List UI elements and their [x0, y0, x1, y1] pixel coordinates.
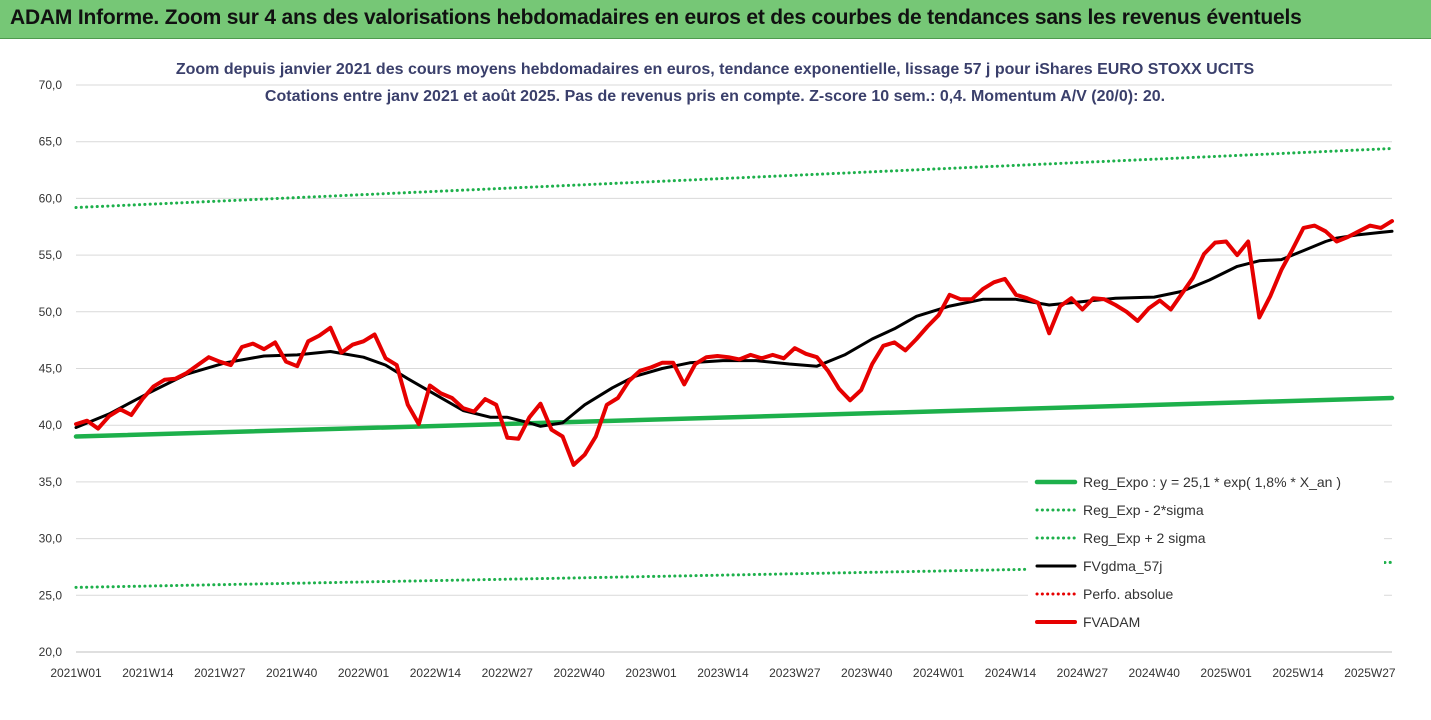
x-tick-label: 2021W27 — [194, 666, 246, 680]
x-tick-label: 2025W27 — [1344, 666, 1396, 680]
x-tick-label: 2025W01 — [1200, 666, 1252, 680]
y-tick-label: 35,0 — [39, 475, 63, 489]
x-tick-label: 2022W01 — [338, 666, 390, 680]
y-tick-label: 65,0 — [39, 135, 63, 149]
x-tick-label: 2023W27 — [769, 666, 821, 680]
line-chart: Zoom depuis janvier 2021 des cours moyen… — [0, 39, 1431, 720]
y-axis-ticks: 20,0 25,0 30,0 35,0 40,0 45,0 50,0 55,0 60,0 65,0… — [39, 78, 63, 659]
legend-label: Reg_Expo : y = 25,1 * exp( 1,8% * X_an ) — [1083, 474, 1341, 490]
y-tick-label: 20,0 — [39, 645, 63, 659]
x-tick-label: 2021W01 — [50, 666, 102, 680]
y-tick-label: 55,0 — [39, 248, 63, 262]
x-tick-label: 2021W40 — [266, 666, 318, 680]
y-tick-label: 60,0 — [39, 191, 63, 205]
report-title: ADAM Informe. Zoom sur 4 ans des valoris… — [10, 6, 1302, 29]
grid-lines — [76, 84, 1392, 653]
x-tick-label: 2022W27 — [482, 666, 534, 680]
x-tick-label: 2024W40 — [1129, 666, 1181, 680]
chart-title: Zoom depuis janvier 2021 des cours moyen… — [176, 61, 1255, 78]
x-tick-label: 2022W14 — [410, 666, 462, 680]
series-line-3 — [74, 229, 1394, 429]
x-tick-label: 2024W27 — [1057, 666, 1109, 680]
y-tick-label: 50,0 — [39, 305, 63, 319]
legend-label: FVgdma_57j — [1083, 558, 1162, 574]
x-tick-label: 2023W01 — [625, 666, 677, 680]
legend-label: Perfo. absolue — [1083, 586, 1173, 602]
chart-subtitle: Cotations entre janv 2021 et août 2025. … — [265, 88, 1165, 105]
legend-label: Reg_Exp + 2 sigma — [1083, 530, 1206, 546]
x-tick-label: 2021W14 — [122, 666, 174, 680]
legend: Reg_Expo : y = 25,1 * exp( 1,8% * X_an )… — [1034, 474, 1341, 630]
chart-area: Zoom depuis janvier 2021 des cours moyen… — [0, 39, 1431, 720]
y-tick-label: 30,0 — [39, 532, 63, 546]
legend-label: Reg_Exp - 2*sigma — [1083, 502, 1204, 518]
x-tick-label: 2024W01 — [913, 666, 965, 680]
y-tick-label: 25,0 — [39, 588, 63, 602]
series-line-5 — [74, 219, 1394, 467]
x-tick-label: 2023W40 — [841, 666, 893, 680]
x-tick-label: 2025W14 — [1272, 666, 1324, 680]
y-tick-label: 40,0 — [39, 418, 63, 432]
legend-background — [1028, 464, 1384, 636]
x-tick-label: 2023W14 — [697, 666, 749, 680]
x-tick-label: 2022W40 — [553, 666, 605, 680]
y-tick-label: 45,0 — [39, 362, 63, 376]
series-line-2 — [74, 147, 1394, 209]
x-axis-ticks: 2021W01 2021W14 2021W27 2021W40 2022W01 2022W… — [50, 666, 1396, 680]
series-line-0 — [73, 395, 1395, 439]
report-banner: ADAM Informe. Zoom sur 4 ans des valoris… — [0, 0, 1431, 39]
legend-label: FVADAM — [1083, 614, 1140, 630]
y-tick-label: 70,0 — [39, 78, 63, 92]
x-tick-label: 2024W14 — [985, 666, 1037, 680]
